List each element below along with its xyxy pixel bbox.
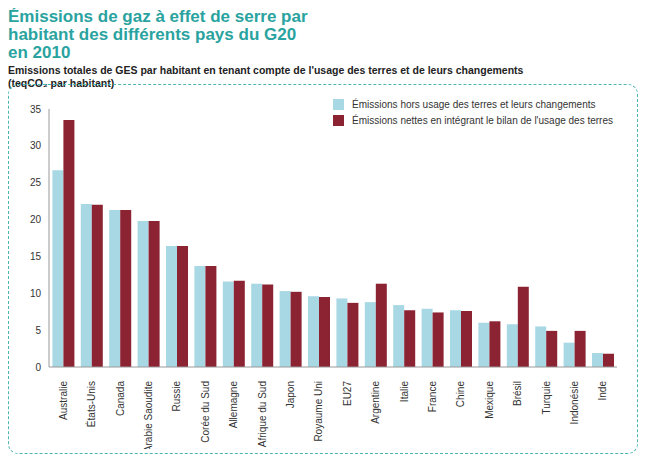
svg-text:5: 5 [35,325,41,336]
svg-text:20: 20 [30,214,42,225]
svg-text:Australie: Australie [58,381,69,420]
svg-text:Italie: Italie [399,381,410,403]
svg-text:Mexique: Mexique [484,381,495,419]
svg-text:Japon: Japon [285,381,296,408]
svg-text:Indonésie: Indonésie [569,381,580,425]
svg-text:Afrique du Sud: Afrique du Sud [257,381,268,447]
svg-text:Corée du Sud: Corée du Sud [200,381,211,443]
svg-text:0: 0 [35,362,41,373]
svg-text:Argentine: Argentine [370,381,381,424]
svg-text:35: 35 [30,104,42,115]
svg-text:Chine: Chine [455,381,466,408]
svg-text:Turquie: Turquie [541,381,552,415]
svg-text:30: 30 [30,140,42,151]
svg-text:Allemagne: Allemagne [228,381,239,429]
svg-text:10: 10 [30,288,42,299]
html-text:Emissions totales de GES par h: Emissions totales de GES par habitant en… [8,64,524,89]
svg-text:Arabie Saoudite: Arabie Saoudite [143,381,154,449]
svg-text:EU27: EU27 [342,381,353,406]
html-text:Émissions nettes en intégrant: Émissions nettes en intégrant le bilan d… [352,115,613,126]
svg-text:Russie: Russie [171,381,182,412]
svg-text:France: France [427,381,438,413]
html-text:Émissions de gaz à effet de se: Émissions de gaz à effet de serre par ha… [8,7,308,62]
svg-text:Canada: Canada [115,381,126,416]
svg-text:15: 15 [30,251,42,262]
svg-text:Inde: Inde [597,381,608,401]
svg-text:États-Unis: États-Unis [85,381,97,427]
html-text:Émissions hors usage des terre: Émissions hors usage des terres et leurs… [352,99,596,110]
svg-text:Royaume Uni: Royaume Uni [313,381,324,442]
svg-text:25: 25 [30,177,42,188]
svg-text:Brésil: Brésil [512,381,523,406]
